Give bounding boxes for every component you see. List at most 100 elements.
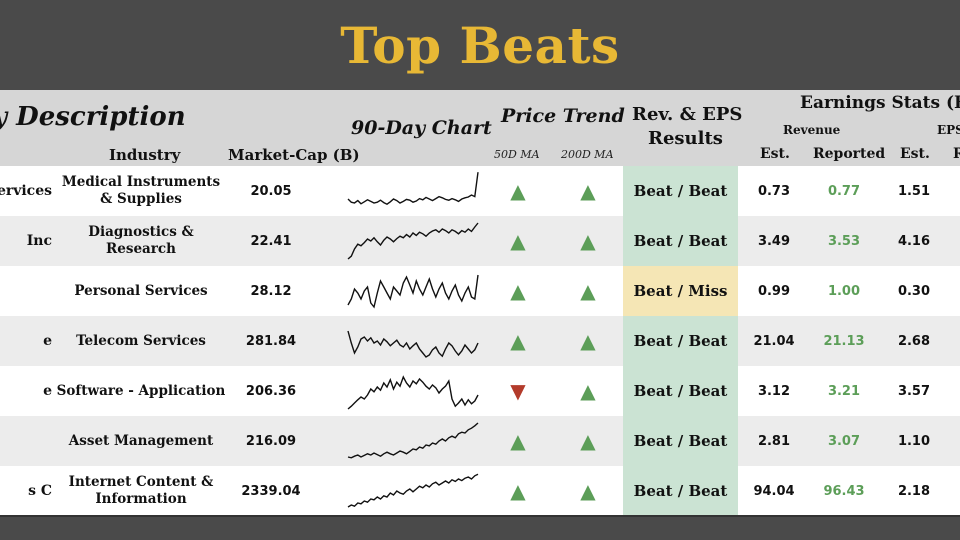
revenue-reported: 21.13 — [823, 333, 865, 349]
header-price-trend: Price Trend — [501, 105, 625, 127]
header-200d-ma: 200D MA — [561, 148, 614, 161]
sparkline-svg — [347, 172, 479, 206]
sparkline-svg — [347, 473, 479, 508]
company-name: e — [43, 383, 52, 399]
header-rev-reported: Reported — [813, 146, 886, 162]
market-cap-cell: 2339.04 — [241, 483, 301, 499]
industry-cell: Software - Application — [56, 382, 226, 399]
trend-up-icon: ▲ — [510, 229, 526, 253]
title-bar: Top Beats — [0, 0, 960, 90]
ma200-trend: ▲ — [568, 316, 608, 366]
result-badge: Beat / Beat — [623, 466, 738, 516]
revenue-est: 2.81 — [757, 433, 791, 449]
result-badge: Beat / Beat — [623, 216, 738, 266]
ma50-trend: ▲ — [498, 316, 538, 366]
trend-up-icon: ▲ — [510, 179, 526, 203]
header-eps-reported-partial: R — [953, 146, 960, 162]
sparkline-line — [347, 422, 479, 459]
revenue-est: 0.99 — [757, 283, 791, 299]
industry-cell: Diagnostics & Research — [88, 224, 194, 257]
sparkline-90day — [343, 366, 483, 416]
eps-est: 4.16 — [897, 233, 931, 249]
table-header: y Description Industry Market-Cap (B) 90… — [0, 90, 960, 166]
sparkline-line — [347, 172, 479, 206]
sparkline-line — [347, 274, 479, 309]
revenue-reported: 0.77 — [827, 183, 861, 199]
result-badge: Beat / Miss — [623, 266, 738, 316]
header-eps: EPS — [937, 123, 960, 137]
sparkline-line — [347, 222, 479, 260]
eps-est: 1.51 — [897, 183, 931, 199]
company-name — [0, 416, 52, 466]
revenue-est: 0.73 — [757, 183, 791, 199]
ma200-trend: ▲ — [568, 166, 608, 216]
trend-up-icon: ▲ — [580, 179, 596, 203]
result-badge: Beat / Beat — [623, 316, 738, 366]
revenue-reported: 1.00 — [827, 283, 861, 299]
revenue-est: 3.49 — [757, 233, 791, 249]
ma200-trend: ▲ — [568, 216, 608, 266]
eps-est: 1.10 — [897, 433, 931, 449]
market-cap-cell: 22.41 — [250, 233, 292, 249]
page-title: Top Beats — [340, 15, 620, 75]
revenue-reported: 3.21 — [827, 383, 861, 399]
trend-up-icon: ▲ — [580, 429, 596, 453]
sparkline-90day — [343, 266, 483, 316]
industry-cell: Personal Services — [74, 282, 208, 299]
table-panel: y Description Industry Market-Cap (B) 90… — [0, 90, 960, 517]
header-company-description: y Description — [0, 102, 186, 132]
sparkline-svg — [347, 422, 479, 459]
company-name: e — [43, 333, 52, 349]
industry-cell: Telecom Services — [76, 332, 206, 349]
industry-cell: Medical Instruments & Supplies — [61, 174, 221, 207]
revenue-reported: 3.53 — [827, 233, 861, 249]
table-row: e Software - Application 206.36 ▼ ▲ Beat / Be… — [0, 366, 960, 416]
sparkline-svg — [347, 330, 479, 358]
revenue-est: 94.04 — [753, 483, 795, 499]
sparkline-90day — [343, 166, 483, 216]
result-badge: Beat / Beat — [623, 166, 738, 216]
revenue-reported: 3.07 — [827, 433, 861, 449]
company-name — [0, 266, 52, 316]
market-cap-cell: 206.36 — [245, 383, 297, 399]
ma200-trend: ▲ — [568, 466, 608, 516]
market-cap-cell: 216.09 — [245, 433, 297, 449]
table-row: e Telecom Services 281.84 ▲ ▲ Beat / Beat 21.0… — [0, 316, 960, 366]
header-results-line1: Rev. & EPS — [632, 104, 743, 125]
eps-est: 3.57 — [897, 383, 931, 399]
sparkline-svg — [347, 222, 479, 260]
ma50-trend: ▲ — [498, 216, 538, 266]
header-earnings-stats: Earnings Stats (B) — [800, 93, 960, 113]
trend-up-icon: ▲ — [580, 379, 596, 403]
industry-cell: Asset Management — [68, 432, 214, 449]
header-rev-est: Est. — [760, 146, 790, 162]
sparkline-90day — [343, 416, 483, 466]
trend-up-icon: ▲ — [510, 479, 526, 503]
ma50-trend: ▲ — [498, 416, 538, 466]
trend-up-icon: ▲ — [510, 279, 526, 303]
result-badge: Beat / Beat — [623, 366, 738, 416]
sparkline-90day — [343, 316, 483, 366]
market-cap-cell: 20.05 — [250, 183, 292, 199]
ma50-trend: ▲ — [498, 266, 538, 316]
table-row: Services Medical Instruments & Supplies 20… — [0, 166, 960, 216]
ma200-trend: ▲ — [568, 266, 608, 316]
sparkline-svg — [347, 375, 479, 410]
table-row: Inc Diagnostics & Research 22.41 ▲ ▲ Beat / B… — [0, 216, 960, 266]
market-cap-cell: 281.84 — [245, 333, 297, 349]
header-industry: Industry — [109, 146, 181, 164]
sparkline-90day — [343, 216, 483, 266]
table-bottom-border — [0, 515, 960, 517]
market-cap-cell: 28.12 — [250, 283, 292, 299]
table-row: Personal Services 28.12 ▲ ▲ Beat / Miss 0.99 1… — [0, 266, 960, 316]
ma50-trend: ▼ — [498, 366, 538, 416]
trend-up-icon: ▲ — [510, 429, 526, 453]
result-badge: Beat / Beat — [623, 416, 738, 466]
eps-est: 0.30 — [897, 283, 931, 299]
table-row: s C Internet Content & Information 2339.04… — [0, 466, 960, 516]
revenue-est: 3.12 — [757, 383, 791, 399]
header-results-line2: Results — [648, 128, 723, 149]
sparkline-line — [347, 375, 479, 410]
eps-est: 2.68 — [897, 333, 931, 349]
trend-down-icon: ▼ — [510, 379, 526, 403]
